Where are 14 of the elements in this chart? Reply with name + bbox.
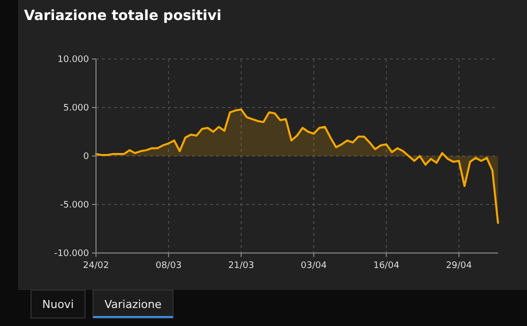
x-tick-label: 24/02: [83, 261, 109, 271]
text: Variazione: [104, 298, 162, 311]
y-tick-label: -5.000: [60, 200, 90, 211]
y-tick-label: 10.000: [58, 55, 90, 66]
y-tick-label: 0: [83, 152, 90, 162]
x-tick-label: 16/04: [373, 261, 400, 271]
x-tick-label: 21/03: [228, 261, 254, 271]
x-tick-label: 29/04: [446, 261, 472, 271]
text: Nuovi: [42, 298, 74, 311]
x-tick-label: 08/03: [156, 261, 182, 271]
x-tick-label: 03/04: [300, 261, 327, 271]
y-tick-label: 5.000: [63, 104, 90, 114]
y-tick-label: -10.000: [54, 249, 90, 260]
chart-title: Variazione totale positivi: [24, 8, 222, 24]
